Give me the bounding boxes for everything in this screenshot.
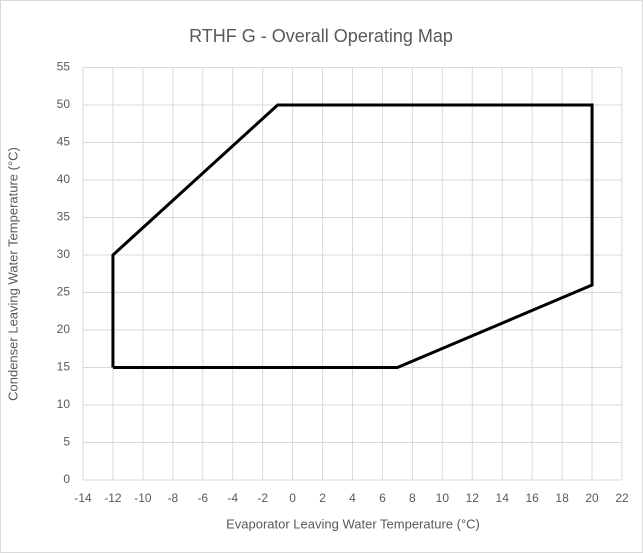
y-tick-label: 30 xyxy=(57,247,71,261)
y-tick-label: 45 xyxy=(57,135,71,149)
x-tick-label: -12 xyxy=(104,491,122,505)
x-tick-label: 16 xyxy=(525,491,539,505)
x-tick-label: 14 xyxy=(496,491,510,505)
x-tick-label: 20 xyxy=(585,491,599,505)
x-tick-label: 6 xyxy=(379,491,386,505)
y-tick-label: 10 xyxy=(57,397,71,411)
x-tick-label: 12 xyxy=(466,491,480,505)
x-axis-label: Evaporator Leaving Water Temperature (°C… xyxy=(226,516,480,531)
chart-title: RTHF G - Overall Operating Map xyxy=(189,26,453,46)
y-tick-label: 15 xyxy=(57,360,71,374)
x-tick-label: 4 xyxy=(349,491,356,505)
y-tick-label: 35 xyxy=(57,210,71,224)
y-tick-label: 5 xyxy=(63,435,70,449)
x-tick-label: -10 xyxy=(134,491,152,505)
x-tick-label: -14 xyxy=(74,491,92,505)
x-tick-label: 8 xyxy=(409,491,416,505)
x-tick-label: -2 xyxy=(257,491,268,505)
x-tick-label: -8 xyxy=(167,491,178,505)
x-tick-label: -6 xyxy=(197,491,208,505)
x-tick-label: 2 xyxy=(319,491,326,505)
y-tick-label: 55 xyxy=(57,60,71,74)
x-tick-label: 0 xyxy=(289,491,296,505)
series-line xyxy=(111,103,594,369)
x-tick-label: -4 xyxy=(227,491,238,505)
x-tick-label: 22 xyxy=(615,491,629,505)
y-axis-label: Condenser Leaving Water Temperature (°C) xyxy=(5,147,20,401)
x-tick-label: 10 xyxy=(436,491,450,505)
y-tick-label: 25 xyxy=(57,285,71,299)
x-tick-label: 18 xyxy=(555,491,569,505)
y-tick-label: 40 xyxy=(57,172,71,186)
y-tick-label: 50 xyxy=(57,97,71,111)
y-tick-label: 20 xyxy=(57,322,71,336)
y-tick-label: 0 xyxy=(63,472,70,486)
